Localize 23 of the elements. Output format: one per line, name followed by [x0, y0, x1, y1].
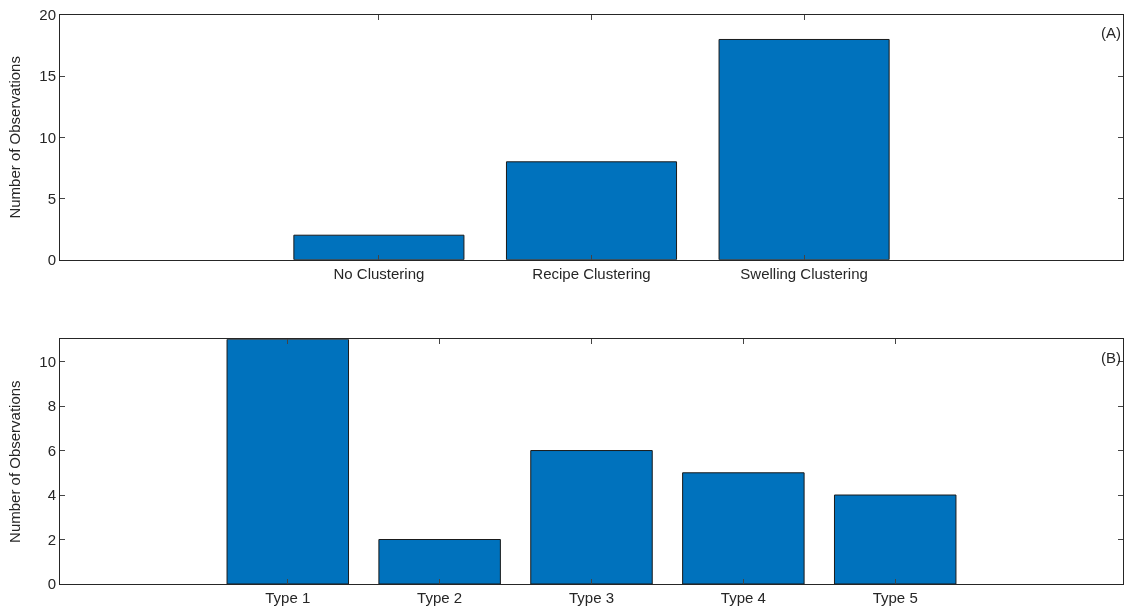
x-tick-label: Type 1 [265, 589, 311, 606]
y-tick-label: 10 [39, 352, 56, 370]
y-tick-label: 4 [47, 486, 56, 504]
y-tick-label: 20 [39, 6, 56, 24]
annotation: (A) [1101, 24, 1121, 41]
x-tick-label: Type 2 [417, 589, 463, 606]
x-tick-label: Swelling Clustering [740, 264, 868, 282]
annotation: (B) [1101, 349, 1121, 366]
y-tick-label: 0 [47, 575, 56, 593]
y-axis-title: Number of Observations [5, 56, 23, 219]
y-tick-label: 8 [47, 397, 56, 415]
x-tick-label: No Clustering [333, 264, 425, 282]
y-tick-label: 2 [47, 530, 56, 548]
y-tick-label: 0 [47, 250, 56, 268]
y-tick-label: 5 [47, 189, 56, 207]
y-axis-title: Number of Observations [5, 380, 23, 543]
y-tick-label: 10 [39, 128, 56, 146]
y-tick-label: 15 [39, 67, 56, 85]
x-tick-label: Type 3 [568, 589, 615, 606]
x-tick-label: Type 5 [872, 589, 918, 606]
y-tick-label: 6 [47, 441, 56, 459]
x-tick-label: Recipe Clustering [532, 264, 651, 282]
x-tick-label: Type 4 [720, 589, 766, 606]
